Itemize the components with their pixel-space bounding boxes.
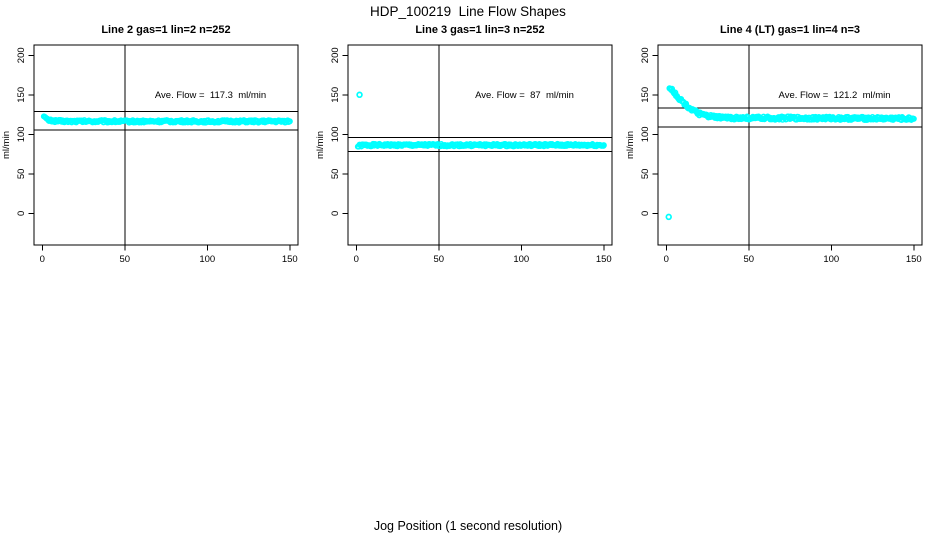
panel-0: Line 2 gas=1 lin=2 n=252 0 50 100 150 0 50 100 1…: [1, 24, 299, 265]
ave-flow-annotation: Ave. Flow = 87 ml/min: [475, 90, 574, 101]
y-tick-label: 150: [640, 87, 651, 103]
x-tick-label: 100: [513, 254, 529, 265]
data-point: [286, 118, 293, 125]
y-tick-label: 200: [640, 47, 651, 63]
x-tick-label: 50: [743, 254, 754, 265]
y-tick-label: 100: [330, 126, 341, 142]
x-tick-label: 50: [433, 254, 444, 265]
y-tick-label: 100: [16, 126, 27, 142]
x-tick-label: 100: [199, 254, 215, 265]
data-point: [600, 142, 607, 149]
y-tick-label: 100: [640, 126, 651, 142]
ave-flow-annotation: Ave. Flow = 117.3 ml/min: [155, 90, 266, 101]
ave-flow-annotation: Ave. Flow = 121.2 ml/min: [779, 90, 891, 101]
figure-title: HDP_100219 Line Flow Shapes: [370, 4, 566, 19]
plot-box: [657, 44, 923, 246]
y-axis-name: ml/min: [625, 131, 636, 159]
y-tick-label: 0: [640, 211, 651, 216]
outlier-point: [356, 91, 363, 99]
y-tick-label: 50: [330, 169, 341, 180]
y-tick-label: 0: [16, 211, 27, 216]
plot-box: [33, 44, 299, 246]
data-point: [910, 115, 917, 122]
x-tick-label: 150: [906, 254, 922, 265]
data-points: [354, 140, 607, 150]
panels-group: Line 2 gas=1 lin=2 n=252 0 50 100 150 0 50 100 1…: [1, 24, 923, 265]
panel-title: Line 2 gas=1 lin=2 n=252: [101, 24, 230, 36]
y-tick-label: 200: [16, 47, 27, 63]
y-axis-name: ml/min: [315, 131, 326, 159]
y-tick-label: 150: [330, 87, 341, 103]
x-tick-label: 0: [40, 254, 45, 265]
outlier-point: [665, 213, 672, 221]
y-axis-name: ml/min: [1, 131, 12, 159]
y-tick-label: 50: [16, 169, 27, 180]
data-points: [40, 113, 293, 126]
y-tick-label: 0: [330, 211, 341, 216]
panel-title: Line 4 (LT) gas=1 lin=4 n=3: [720, 24, 860, 36]
x-tick-label: 0: [354, 254, 359, 265]
data-points: [666, 85, 917, 124]
y-tick-label: 50: [640, 169, 651, 180]
x-tick-label: 150: [282, 254, 298, 265]
x-axis-label: Jog Position (1 second resolution): [374, 519, 562, 533]
plot-box: [347, 44, 613, 246]
x-tick-label: 150: [596, 254, 612, 265]
y-tick-label: 150: [16, 87, 27, 103]
x-tick-label: 0: [664, 254, 669, 265]
panel-2: Line 4 (LT) gas=1 lin=4 n=3 0 50 100 150 0 50 1…: [625, 24, 923, 265]
x-tick-label: 50: [119, 254, 130, 265]
y-tick-label: 200: [330, 47, 341, 63]
x-tick-label: 100: [823, 254, 839, 265]
panel-title: Line 3 gas=1 lin=3 n=252: [415, 24, 544, 36]
panel-1: Line 3 gas=1 lin=3 n=252 0 50 100 150 0 50 100 1…: [315, 24, 613, 265]
